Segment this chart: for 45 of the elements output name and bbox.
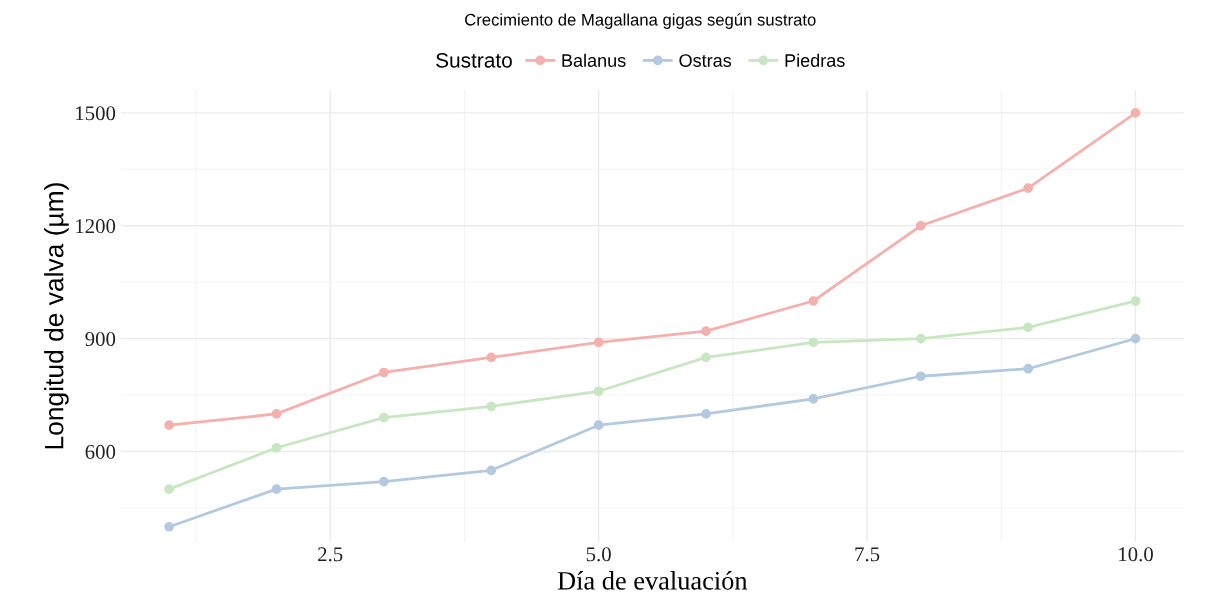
point (915, 333, 926, 344)
legend-label: Ostras (679, 54, 732, 67)
point (915, 371, 926, 382)
point (593, 337, 604, 348)
x-tick-label: 5.0 (586, 547, 611, 562)
point (164, 420, 174, 431)
x-tick-label: 2.5 (318, 547, 343, 562)
point (1023, 322, 1034, 333)
point (164, 521, 174, 532)
point (1130, 296, 1141, 306)
y-tick-label: 1200 (76, 219, 116, 234)
point (271, 409, 282, 419)
point (486, 465, 497, 476)
point (271, 484, 282, 494)
chart-title: Crecimiento de Magallana gigas según sustrato (465, 13, 816, 29)
y-tick-label: 900 (85, 332, 116, 347)
y-tick-label: 1500 (76, 106, 116, 121)
y-tick-label: 600 (85, 444, 116, 459)
point (593, 420, 604, 431)
x-axis-title: Día de evaluación (557, 571, 748, 590)
point (808, 296, 819, 306)
point (915, 220, 926, 231)
point (701, 326, 711, 336)
point (593, 386, 604, 397)
point (701, 409, 711, 419)
point (1130, 108, 1141, 118)
point (1130, 333, 1141, 344)
point (379, 367, 389, 378)
point (1023, 363, 1034, 374)
point (701, 352, 711, 363)
y-axis-title: Longitud de valva (µm) (44, 183, 69, 449)
point (271, 442, 282, 453)
point (1023, 183, 1034, 193)
point (808, 393, 819, 404)
point (486, 352, 497, 363)
legend-label: Balanus (562, 53, 626, 67)
point (379, 412, 389, 423)
legend-title: Sustrato (436, 52, 512, 68)
point (379, 476, 389, 487)
x-tick-label: 7.5 (855, 547, 880, 562)
point (164, 484, 174, 494)
x-tick-label: 10.0 (1119, 547, 1153, 562)
point (486, 401, 497, 412)
legend-label: Piedras (785, 53, 845, 67)
point (808, 337, 819, 348)
